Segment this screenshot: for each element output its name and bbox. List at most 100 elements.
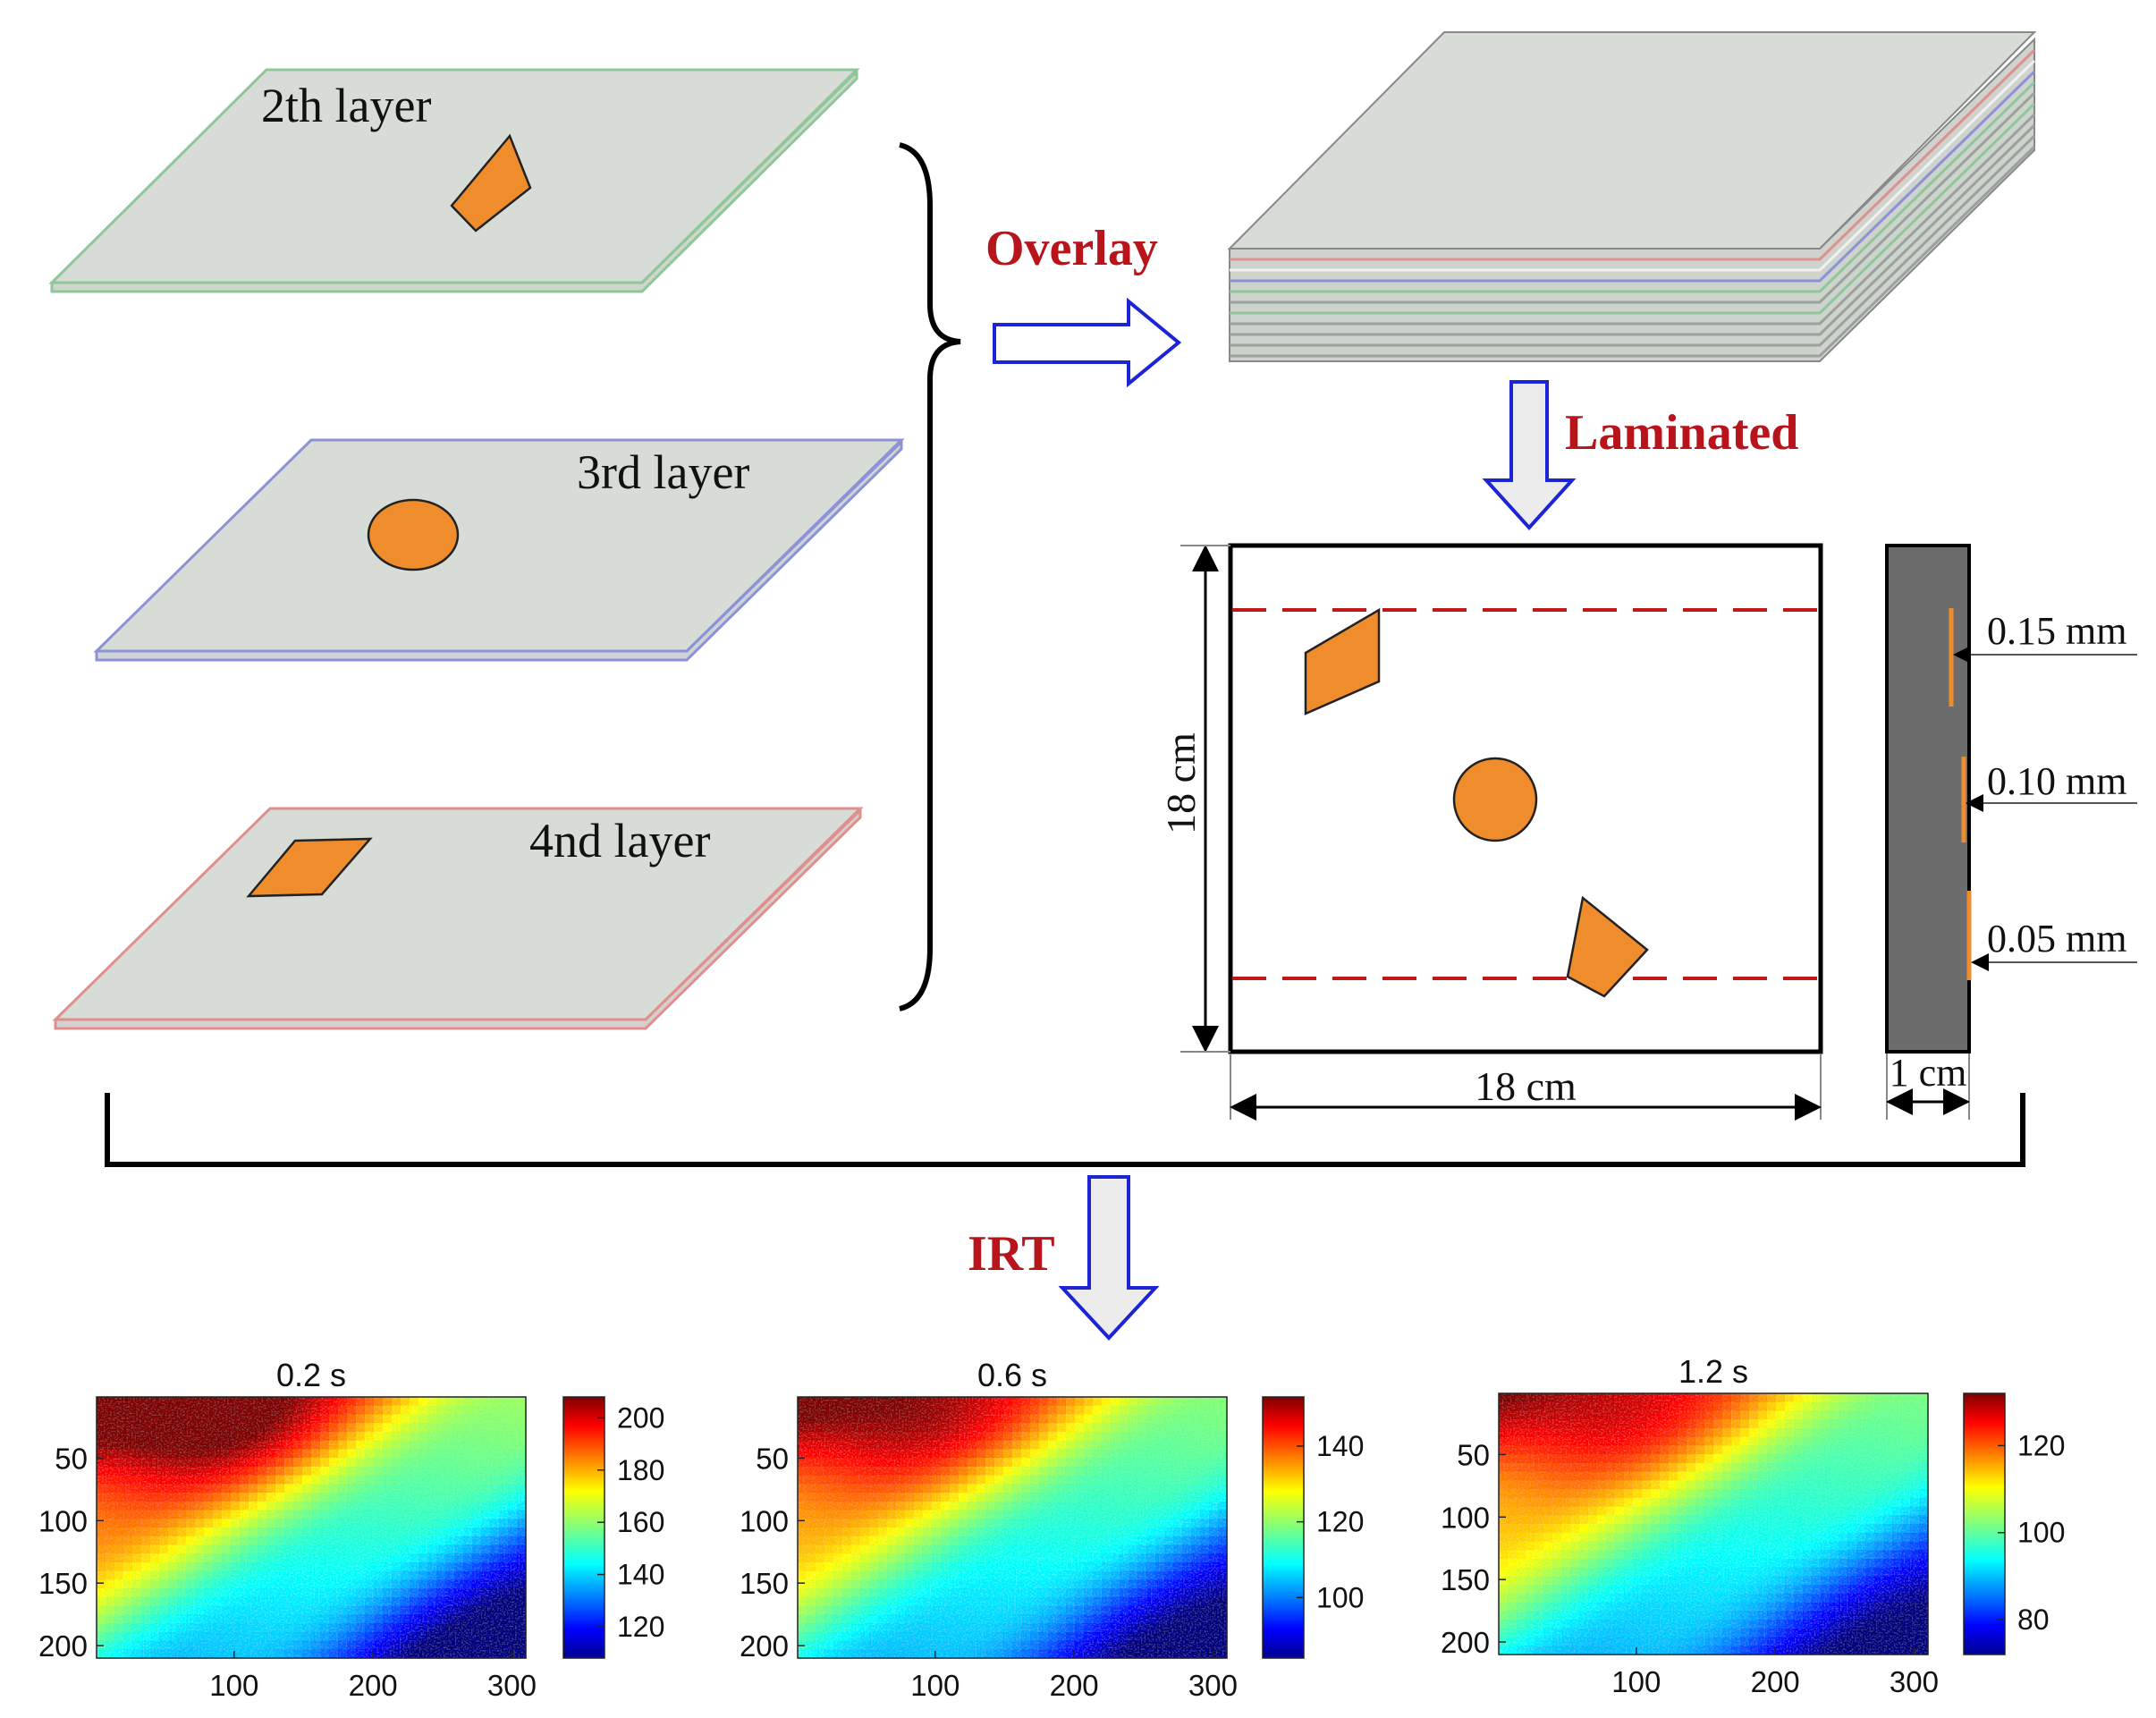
heat-cell xyxy=(1120,1493,1129,1502)
heat-cell xyxy=(1624,1410,1634,1420)
heat-cell xyxy=(1722,1576,1732,1586)
heat-cell xyxy=(168,1588,178,1598)
heat-cell xyxy=(1839,1602,1848,1612)
heat-cell xyxy=(1695,1506,1705,1516)
heat-cell xyxy=(517,1528,527,1537)
heat-cell xyxy=(1191,1545,1201,1554)
heat-cell xyxy=(490,1561,500,1572)
heat-cell xyxy=(490,1493,500,1502)
heat-cell xyxy=(896,1475,906,1485)
heat-cell xyxy=(1803,1585,1813,1595)
heat-cell xyxy=(1021,1623,1031,1633)
heat-cell xyxy=(887,1449,897,1459)
heat-cell xyxy=(401,1440,410,1450)
heat-cell xyxy=(266,1493,276,1502)
heat-cell xyxy=(1758,1628,1768,1638)
heat-cell xyxy=(213,1631,223,1642)
heat-cell xyxy=(204,1528,214,1537)
heat-cell xyxy=(1633,1593,1643,1604)
heat-cell xyxy=(878,1519,888,1528)
heat-cell xyxy=(1767,1393,1777,1403)
heat-cell xyxy=(1120,1484,1129,1494)
heat-cell xyxy=(887,1623,897,1633)
heat-cell xyxy=(941,1405,951,1416)
heat-cell xyxy=(1839,1393,1848,1403)
heat-cell xyxy=(1137,1519,1147,1528)
heat-cell xyxy=(1758,1471,1768,1481)
heat-cell xyxy=(258,1640,267,1650)
heat-cell xyxy=(231,1528,241,1537)
heat-cell xyxy=(950,1579,960,1589)
heat-cell xyxy=(1731,1637,1741,1646)
heat-cell xyxy=(159,1519,169,1528)
heat-cell xyxy=(1794,1506,1804,1516)
heat-cell xyxy=(1075,1414,1085,1424)
heat-cell xyxy=(798,1458,807,1468)
heat-cell xyxy=(436,1536,446,1546)
heat-cell xyxy=(1731,1410,1741,1420)
heat-cell xyxy=(365,1440,375,1450)
heat-cell xyxy=(1209,1423,1219,1433)
heat-cell xyxy=(1066,1596,1076,1607)
heat-cell xyxy=(1146,1623,1156,1633)
heat-cell xyxy=(968,1640,977,1650)
heat-cell xyxy=(887,1545,897,1554)
heat-cell xyxy=(914,1475,924,1485)
heat-cell xyxy=(1687,1628,1696,1638)
heat-cell xyxy=(320,1493,330,1502)
heat-cell xyxy=(994,1484,1004,1494)
heat-cell xyxy=(311,1414,321,1424)
heat-cell xyxy=(338,1414,348,1424)
heat-cell xyxy=(365,1501,375,1511)
heat-cell xyxy=(347,1484,357,1494)
heat-cell xyxy=(1030,1405,1040,1416)
heat-cell xyxy=(950,1623,960,1633)
heat-cell xyxy=(1021,1605,1031,1615)
heat-cell xyxy=(1137,1553,1147,1563)
heat-cell xyxy=(392,1466,402,1477)
heat-cell xyxy=(1794,1593,1804,1604)
heat-cell xyxy=(114,1475,124,1485)
heat-cell xyxy=(329,1536,339,1546)
heat-cell xyxy=(499,1579,509,1589)
heat-cell xyxy=(419,1640,428,1650)
heat-cell xyxy=(159,1501,169,1511)
heat-cell xyxy=(114,1466,124,1477)
heat-cell xyxy=(231,1423,241,1433)
heat-cell xyxy=(1615,1515,1625,1525)
heat-cell xyxy=(106,1649,115,1659)
heat-cell xyxy=(1182,1484,1192,1494)
heat-cell xyxy=(490,1614,500,1624)
heat-cell xyxy=(517,1405,527,1416)
heat-cell xyxy=(249,1528,258,1537)
heat-cell xyxy=(1120,1553,1129,1563)
heat-cell xyxy=(1066,1649,1076,1659)
heat-cell xyxy=(1847,1611,1857,1621)
heat-cell xyxy=(1111,1579,1120,1589)
heat-cell xyxy=(97,1588,106,1598)
heat-cell xyxy=(932,1449,942,1459)
heat-cell xyxy=(1182,1405,1192,1416)
heat-cell xyxy=(1704,1567,1714,1577)
heat-cell xyxy=(454,1545,464,1554)
heat-cell xyxy=(1785,1436,1795,1446)
heat-cell xyxy=(275,1545,285,1554)
heat-cell xyxy=(311,1423,321,1433)
heat-cell xyxy=(1543,1462,1553,1473)
heat-cell xyxy=(816,1440,825,1450)
heat-cell xyxy=(1570,1454,1580,1464)
heat-cell xyxy=(833,1528,843,1537)
heat-cell xyxy=(1910,1602,1920,1612)
heat-cell xyxy=(1615,1628,1625,1638)
heat-cell xyxy=(463,1614,473,1624)
heat-cell xyxy=(258,1414,267,1424)
heat-cell xyxy=(824,1501,834,1511)
heat-cell xyxy=(1075,1570,1085,1580)
heat-cell xyxy=(186,1545,196,1554)
layer-4-label: 4nd layer xyxy=(529,814,710,867)
heat-cell xyxy=(941,1631,951,1642)
heat-cell xyxy=(302,1440,312,1450)
heat-cell xyxy=(1669,1585,1678,1595)
heat-cell xyxy=(1785,1524,1795,1534)
heat-cell xyxy=(329,1553,339,1563)
